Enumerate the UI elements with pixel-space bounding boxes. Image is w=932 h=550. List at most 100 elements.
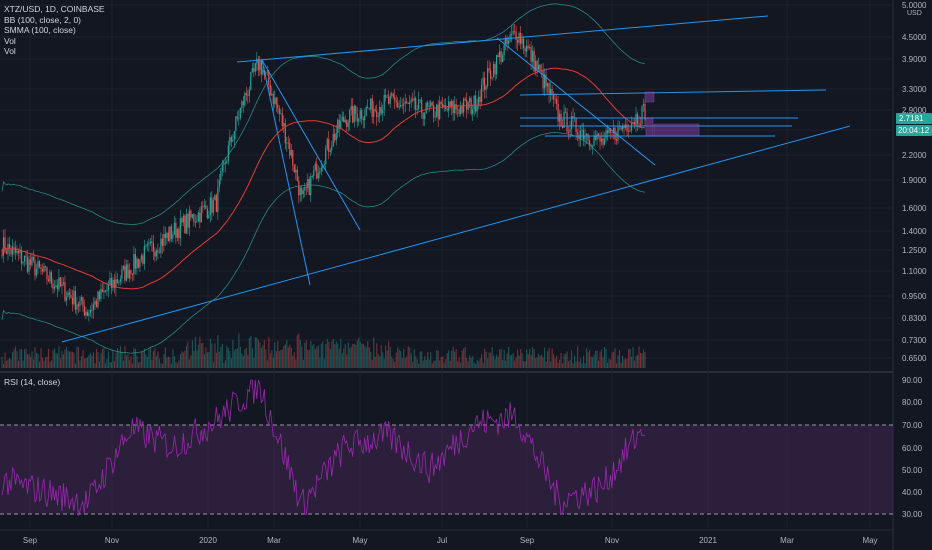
volume-bar [607,362,609,368]
candle-body [531,50,534,62]
candle-body [218,180,220,187]
volume-bar [614,348,616,368]
candle-body [67,292,69,298]
candle-body [206,208,208,218]
rsi-tick-label: 40.00 [902,488,923,497]
volume-bar [187,341,189,368]
volume-bar [484,348,486,368]
volume-bar [569,359,571,368]
volume-bar [415,356,417,368]
candle-body [537,64,540,70]
volume-bar [389,346,391,368]
volume-bar [356,340,358,368]
candle-body [325,148,327,165]
volume-bar [113,361,116,368]
candle-body [434,116,436,118]
volume-bar [397,347,399,368]
volume-bar [82,349,84,368]
candle-body [593,135,595,146]
candle-body [497,55,499,58]
bb-lower-line [1,132,646,354]
volume-bar [577,346,579,368]
volume-bar [32,359,35,368]
candle-body [473,95,475,110]
volume-bar [100,352,102,368]
candle-body [422,112,424,119]
trendline [61,125,851,343]
volume-bar [574,355,576,368]
volume-bar [434,360,436,368]
time-tick-label: Sep [23,536,38,545]
time-tick-label: May [352,536,367,545]
volume-bar [197,344,199,368]
candle-body [419,99,421,101]
candle-body [428,106,430,108]
candle-body [293,165,295,173]
volume-bar [289,344,291,368]
volume-bar [338,348,340,368]
candle-body [41,269,44,272]
candle-body [227,145,229,162]
candle-body [451,100,453,108]
trendline [261,59,361,231]
candle-body [579,130,582,140]
smma-line [1,67,646,290]
volume-bar [71,351,74,368]
volume-bar [191,340,193,368]
candle-body [298,180,300,196]
candle-body [311,176,313,177]
candle-body [163,233,165,246]
candle-body [346,119,348,127]
volume-bar [301,346,303,368]
candle-body [377,116,379,118]
volume-bar [632,347,634,368]
candle-body [554,99,556,100]
candle-body [440,101,442,104]
candle-body [307,179,309,189]
volume-bar [466,357,468,368]
volume-bar [79,360,81,368]
volume-bar [175,361,177,368]
candle-body [433,105,435,118]
candle-body [233,131,235,140]
volume-bar [61,350,63,368]
time-tick-label: 2020 [199,536,217,545]
candle-body [250,71,252,90]
price-tick-label: 0.9500 [902,292,927,301]
volume-bar [424,355,426,368]
candle-body [406,101,408,103]
legend-bb[interactable]: BB (100, close, 2, 0) [4,14,82,25]
price-plot[interactable] [1,3,851,368]
legend-symbol[interactable]: XTZ/USD, 1D, COINBASE [4,4,105,14]
supply-zone [644,91,655,103]
legend-vol-2[interactable]: Vol [4,46,16,56]
price-tick-label: 5.0000 [902,1,927,10]
candle-body [79,300,81,307]
candle-body [425,102,427,114]
candle-body [403,104,405,106]
candle-body [383,94,385,110]
candle-body [35,268,38,276]
candle-body [74,290,77,310]
volume-bar [244,349,246,368]
candle-body [203,205,205,207]
volume-bar [271,350,273,368]
candle-body [343,116,345,123]
candle-body [578,134,580,140]
candle-body [407,102,409,104]
candle-body [176,228,178,238]
rsi-legend[interactable]: RSI (14, close) [4,377,61,387]
candle-body [77,304,80,307]
volume-bar [538,353,540,368]
candle-body [197,212,199,222]
legend-smma[interactable]: SMMA (100, close) [4,25,76,35]
volume-bar [221,344,223,368]
candle-body [485,86,487,90]
legend-vol-1[interactable]: Vol [4,35,16,46]
candle-body [494,63,496,75]
candle-body [274,97,276,104]
rsi-plot[interactable] [0,379,893,516]
candle-body [482,77,484,85]
volume-bar [572,363,574,368]
